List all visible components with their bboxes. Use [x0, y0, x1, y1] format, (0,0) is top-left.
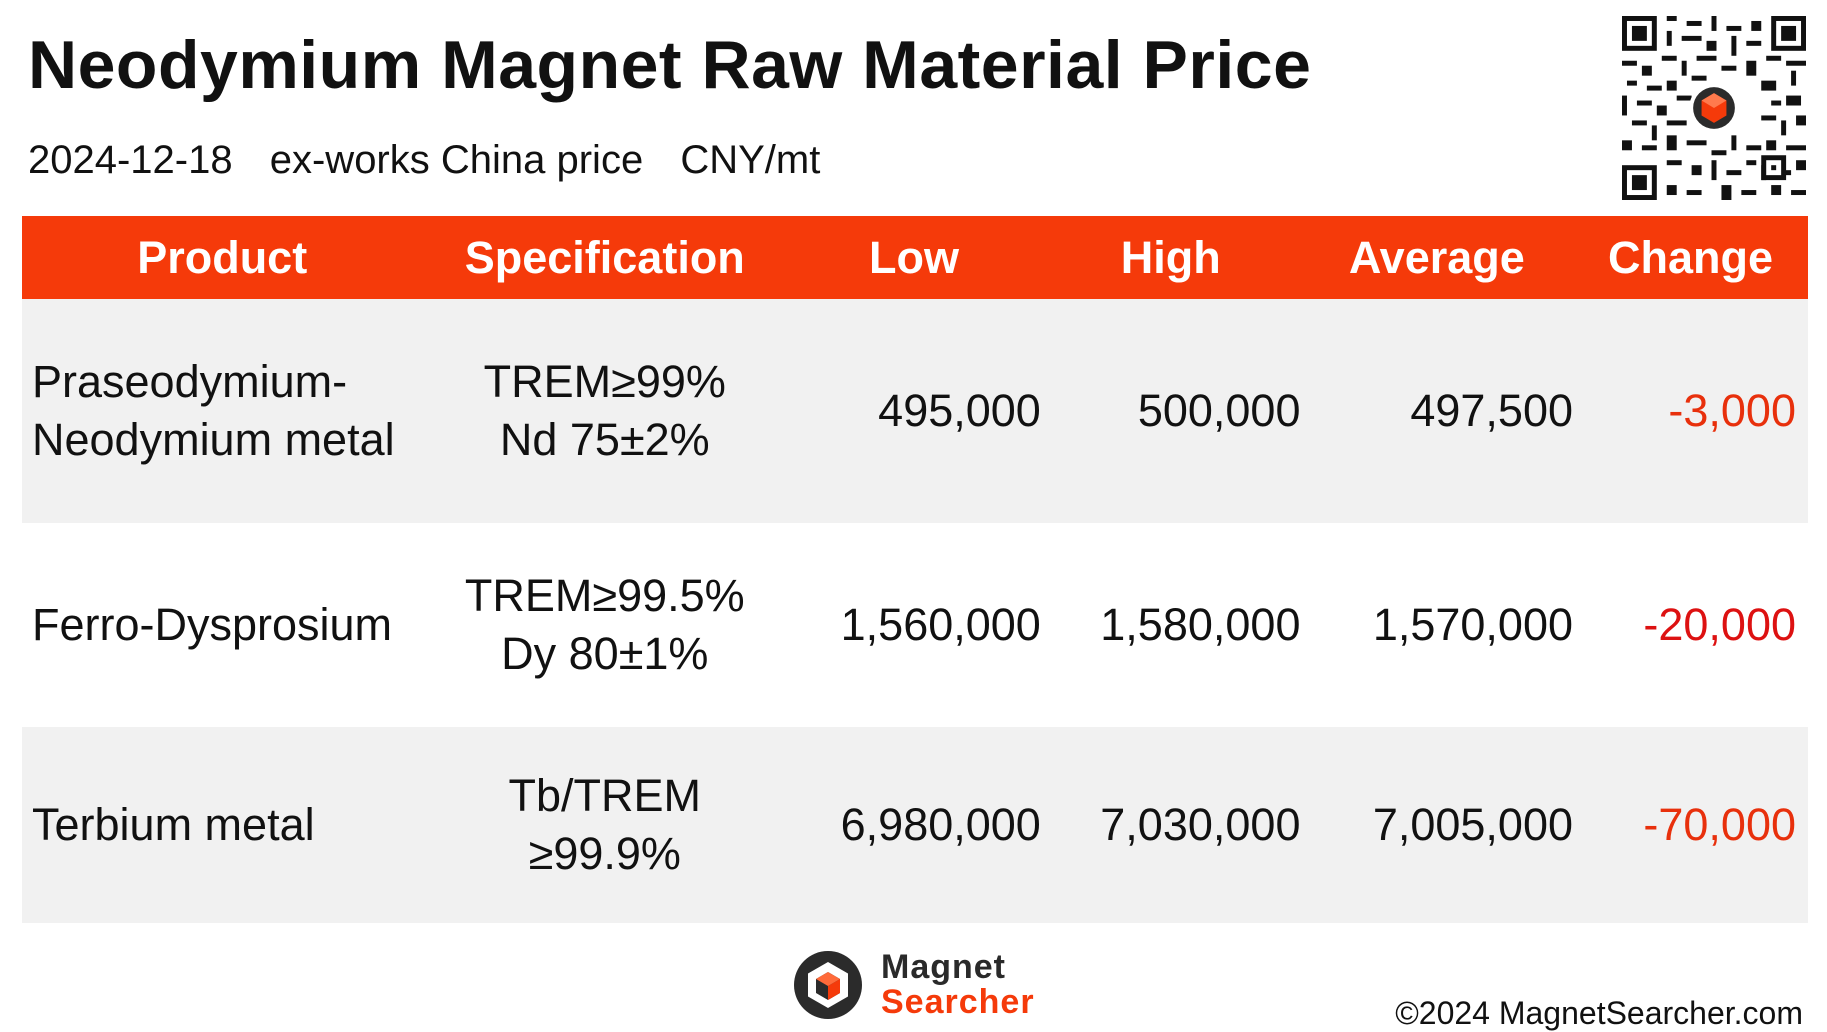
column-header-specification: Specification: [464, 231, 745, 283]
low-price-cell: 6,980,000: [840, 799, 1041, 850]
average-price-cell: 497,500: [1410, 385, 1574, 436]
logo-text-magnet: Magnet: [881, 948, 1006, 986]
product-name-line: Terbium metal: [32, 799, 315, 850]
average-price-cell: 7,005,000: [1372, 799, 1574, 850]
spec-line: TREM≥99.5%: [464, 570, 745, 621]
product-name-line: Neodymium metal: [32, 414, 395, 465]
product-cell: Terbium metal: [22, 796, 422, 854]
qr-code-icon: [1622, 16, 1806, 200]
low-price-cell: 495,000: [878, 385, 1041, 436]
high-price-cell: 7,030,000: [1100, 799, 1301, 850]
column-header-product: Product: [137, 231, 308, 283]
page-title: Neodymium Magnet Raw Material Price: [28, 27, 1312, 103]
spec-line: ≥99.9%: [528, 828, 681, 879]
product-name-line: Praseodymium-: [32, 356, 348, 407]
high-price-cell: 1,580,000: [1100, 599, 1301, 650]
magnet-searcher-logo-icon: [794, 951, 862, 1019]
specification-cell: Tb/TREM ≥99.9%: [422, 767, 787, 883]
table-row: Ferro-Dysprosium TREM≥99.5% Dy 80±1% 1,5…: [22, 523, 1808, 727]
specification-cell: TREM≥99.5% Dy 80±1%: [422, 567, 787, 683]
average-price-cell: 1,570,000: [1372, 599, 1574, 650]
logo-text-searcher: Searcher: [881, 983, 1035, 1021]
column-header-average: Average: [1348, 231, 1525, 283]
magnet-searcher-logo: Magnet Searcher: [793, 950, 1067, 1024]
spec-line: Nd 75±2%: [499, 414, 710, 465]
table-header: Product Specification Low High Average C…: [22, 216, 1808, 299]
price-table: Product Specification Low High Average C…: [22, 216, 1808, 923]
change-cell: -70,000: [1643, 799, 1796, 850]
change-cell: -20,000: [1643, 599, 1796, 650]
column-header-change: Change: [1608, 231, 1774, 283]
specification-cell: TREM≥99% Nd 75±2%: [422, 353, 787, 469]
change-cell: -3,000: [1668, 385, 1796, 436]
column-header-high: High: [1120, 231, 1221, 283]
price-unit: CNY/mt: [680, 138, 821, 182]
spec-line: TREM≥99%: [483, 356, 726, 407]
spec-line: Dy 80±1%: [501, 628, 709, 679]
low-price-cell: 1,560,000: [840, 599, 1041, 650]
high-price-cell: 500,000: [1137, 385, 1301, 436]
product-name-line: Ferro-Dysprosium: [32, 599, 393, 650]
table-row: Praseodymium- Neodymium metal TREM≥99% N…: [22, 299, 1808, 523]
table-row: Terbium metal Tb/TREM ≥99.9% 6,980,000 7…: [22, 727, 1808, 923]
spec-line: Tb/TREM: [508, 770, 702, 821]
copyright-text: ©2024 MagnetSearcher.com: [1395, 995, 1803, 1031]
product-cell: Praseodymium- Neodymium metal: [22, 353, 422, 469]
column-header-low: Low: [869, 231, 959, 283]
subtitle: 2024-12-18 ex-works China price CNY/mt: [28, 138, 846, 183]
price-date: 2024-12-18: [28, 138, 233, 182]
product-cell: Ferro-Dysprosium: [22, 596, 422, 654]
price-basis: ex-works China price: [269, 138, 644, 182]
